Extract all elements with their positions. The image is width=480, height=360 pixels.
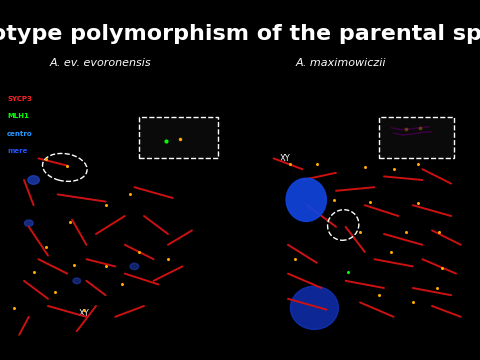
Text: A. ev. evoronensis: A. ev. evoronensis: [50, 58, 152, 68]
Text: SYCP3: SYCP3: [7, 96, 32, 102]
Text: XY: XY: [79, 309, 89, 318]
Bar: [379, 117, 454, 158]
Text: mere: mere: [7, 148, 27, 154]
Circle shape: [28, 176, 39, 184]
Text: Caryotype polymorphism of the parental species: Caryotype polymorphism of the parental s…: [0, 24, 480, 44]
Circle shape: [130, 263, 139, 270]
Text: centro: centro: [7, 131, 33, 136]
Text: XY: XY: [280, 154, 291, 163]
Ellipse shape: [286, 178, 326, 221]
Circle shape: [73, 278, 81, 284]
Text: MLH1: MLH1: [7, 113, 29, 119]
Bar: [139, 117, 218, 158]
Ellipse shape: [290, 286, 338, 329]
Circle shape: [24, 220, 33, 226]
Text: A. maximowiczii: A. maximowiczii: [296, 58, 386, 68]
